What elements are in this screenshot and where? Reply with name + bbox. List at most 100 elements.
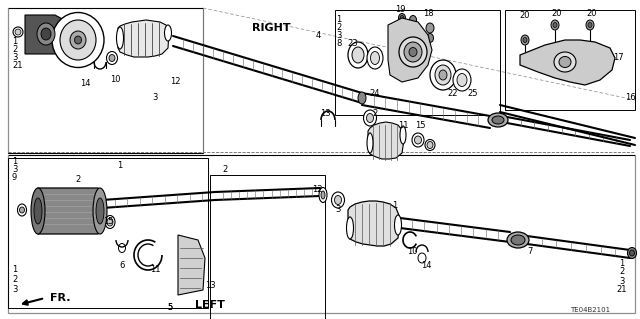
Text: 5: 5 — [168, 303, 173, 313]
Ellipse shape — [523, 38, 527, 42]
Ellipse shape — [412, 133, 424, 147]
Ellipse shape — [17, 204, 26, 216]
Ellipse shape — [427, 142, 433, 149]
Polygon shape — [25, 15, 68, 54]
Ellipse shape — [109, 55, 115, 62]
Text: 2: 2 — [76, 175, 81, 184]
Bar — [505, 10, 635, 110]
Text: 3: 3 — [12, 54, 17, 63]
Ellipse shape — [551, 20, 559, 30]
Text: 7: 7 — [527, 248, 532, 256]
Ellipse shape — [41, 28, 51, 40]
Ellipse shape — [367, 47, 383, 69]
Text: 13: 13 — [320, 108, 330, 117]
Ellipse shape — [70, 31, 86, 49]
Bar — [8, 158, 208, 308]
Ellipse shape — [409, 48, 417, 56]
Text: RIGHT: RIGHT — [252, 23, 291, 33]
Ellipse shape — [367, 114, 374, 122]
Ellipse shape — [105, 216, 115, 228]
Text: 1: 1 — [12, 158, 17, 167]
Ellipse shape — [319, 188, 327, 203]
Text: 1: 1 — [12, 265, 17, 275]
Ellipse shape — [521, 35, 529, 45]
Ellipse shape — [588, 23, 592, 27]
Ellipse shape — [630, 250, 634, 256]
Ellipse shape — [559, 56, 571, 68]
Text: 19: 19 — [395, 5, 405, 14]
Polygon shape — [118, 20, 169, 57]
Text: 21: 21 — [617, 286, 627, 294]
Text: TE04B2101: TE04B2101 — [570, 307, 610, 313]
Text: 17: 17 — [612, 54, 623, 63]
Text: 3: 3 — [12, 286, 17, 294]
Text: 2: 2 — [222, 166, 228, 174]
Text: 12: 12 — [170, 78, 180, 86]
Ellipse shape — [507, 232, 529, 248]
Text: 22: 22 — [448, 88, 458, 98]
Text: 5: 5 — [168, 303, 173, 313]
Ellipse shape — [404, 42, 422, 62]
Ellipse shape — [426, 23, 434, 33]
Text: 1: 1 — [337, 16, 342, 25]
Text: 1: 1 — [392, 201, 397, 210]
Ellipse shape — [60, 20, 96, 60]
Text: 20: 20 — [587, 10, 597, 19]
Text: 10: 10 — [407, 248, 417, 256]
Ellipse shape — [426, 33, 433, 42]
Text: 3: 3 — [620, 277, 625, 286]
Text: 2: 2 — [620, 268, 625, 277]
Text: 16: 16 — [625, 93, 636, 102]
Text: 21: 21 — [12, 62, 22, 70]
Ellipse shape — [553, 23, 557, 27]
Ellipse shape — [335, 196, 342, 204]
Text: 15: 15 — [415, 121, 425, 130]
Text: 1: 1 — [12, 38, 17, 47]
Ellipse shape — [418, 253, 426, 263]
Ellipse shape — [511, 235, 525, 245]
Text: 18: 18 — [422, 9, 433, 18]
Text: 20: 20 — [552, 10, 563, 19]
Text: 15: 15 — [103, 218, 113, 226]
Text: 9: 9 — [12, 174, 17, 182]
Ellipse shape — [332, 192, 344, 208]
Text: 20: 20 — [520, 11, 531, 20]
Ellipse shape — [37, 23, 55, 45]
Ellipse shape — [348, 42, 368, 68]
Text: 2: 2 — [372, 108, 378, 117]
Ellipse shape — [19, 207, 24, 213]
Bar — [335, 10, 500, 115]
Ellipse shape — [164, 25, 172, 41]
Text: FR.: FR. — [50, 293, 70, 303]
Polygon shape — [34, 188, 102, 234]
Ellipse shape — [31, 188, 45, 234]
Ellipse shape — [364, 110, 376, 126]
Bar — [210, 175, 325, 319]
Text: 2: 2 — [12, 46, 17, 55]
Ellipse shape — [627, 248, 637, 258]
Ellipse shape — [107, 218, 113, 226]
Text: 3: 3 — [335, 205, 340, 214]
Text: 14: 14 — [420, 261, 431, 270]
Text: 2: 2 — [337, 24, 342, 33]
Ellipse shape — [346, 217, 353, 239]
Text: 3: 3 — [12, 166, 17, 174]
Ellipse shape — [435, 65, 451, 85]
Text: 2: 2 — [12, 276, 17, 285]
Ellipse shape — [358, 92, 366, 104]
Ellipse shape — [106, 51, 118, 64]
Ellipse shape — [74, 36, 81, 44]
Ellipse shape — [93, 188, 107, 234]
Ellipse shape — [400, 126, 406, 144]
Text: LEFT: LEFT — [195, 300, 225, 310]
Ellipse shape — [453, 69, 471, 91]
Text: 12: 12 — [312, 186, 323, 195]
Ellipse shape — [394, 215, 401, 235]
Ellipse shape — [410, 16, 417, 25]
Ellipse shape — [430, 60, 456, 90]
Ellipse shape — [96, 198, 104, 224]
Text: 23: 23 — [348, 40, 358, 48]
Bar — [8, 8, 203, 153]
Bar — [8, 155, 635, 313]
Ellipse shape — [321, 191, 325, 199]
